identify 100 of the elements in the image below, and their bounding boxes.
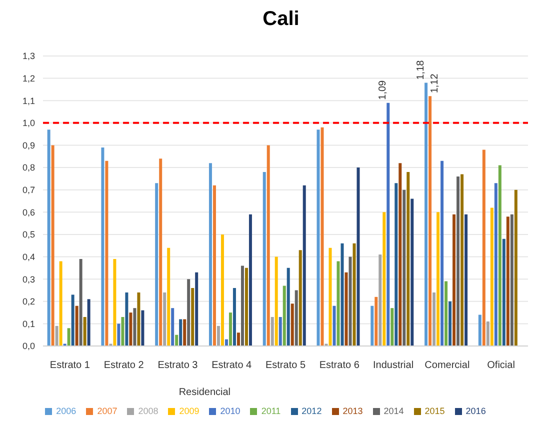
- chart-title: Cali: [262, 8, 300, 32]
- bar: [171, 308, 174, 346]
- bar: [187, 279, 190, 346]
- legend-label: 2015: [424, 406, 445, 416]
- bar: [274, 256, 278, 346]
- y-tick-label: 0,2: [22, 296, 35, 307]
- y-tick-label: 1,2: [22, 74, 35, 84]
- x-tick-label: Industrial: [372, 360, 414, 371]
- bar: [232, 288, 236, 346]
- bar: [394, 183, 398, 346]
- bar: [464, 214, 468, 346]
- bar: [344, 272, 348, 346]
- bar: [83, 317, 86, 346]
- bar: [352, 243, 356, 346]
- y-tick-label: 0,1: [22, 318, 35, 329]
- x-tick-label: Estrato 5: [265, 360, 306, 371]
- bar: [456, 176, 460, 346]
- bar: [55, 326, 58, 346]
- bar: [228, 312, 232, 346]
- y-tick-label: 0,0: [22, 341, 35, 352]
- bar: [374, 296, 378, 346]
- bar: [141, 310, 144, 346]
- bar: [216, 326, 220, 346]
- bar: [482, 150, 486, 346]
- bar: [386, 102, 390, 346]
- bar: [336, 261, 340, 346]
- bar: [191, 288, 194, 346]
- y-tick-label: 0,9: [22, 140, 35, 150]
- bar: [506, 216, 510, 346]
- bar: [244, 268, 248, 346]
- bar: [382, 212, 386, 346]
- bar: [236, 332, 240, 346]
- bar: [460, 174, 464, 346]
- legend-label: 2014: [384, 406, 404, 416]
- bar: [444, 281, 448, 346]
- bar: [424, 82, 428, 346]
- bar: [266, 145, 270, 346]
- y-tick-label: 0,6: [22, 207, 35, 218]
- y-tick-label: 1,0: [22, 118, 35, 128]
- bar: [494, 183, 498, 346]
- legend-label: 2011: [261, 406, 281, 416]
- y-tick-label: 1,1: [22, 96, 35, 106]
- bar: [270, 317, 274, 346]
- bar: [125, 292, 128, 346]
- bar: [514, 190, 518, 346]
- bar: [117, 324, 120, 346]
- bar: [248, 214, 252, 346]
- legend-label: 2006: [56, 406, 76, 416]
- bar: [51, 145, 54, 346]
- bar: [105, 160, 108, 346]
- legend-label: 2007: [97, 406, 118, 416]
- bar: [183, 319, 186, 346]
- y-tick-label: 0,7: [22, 185, 35, 196]
- bar: [410, 198, 414, 346]
- bar: [502, 238, 506, 346]
- bar: [320, 127, 324, 346]
- bar: [510, 214, 514, 346]
- bar: [440, 160, 444, 346]
- bar: [175, 334, 178, 346]
- bar: [240, 266, 244, 346]
- bar: [498, 165, 502, 346]
- bar: [75, 306, 78, 346]
- y-tick-label: 0,3: [22, 274, 35, 284]
- bar: [328, 248, 332, 346]
- bar: [179, 319, 182, 346]
- bar: [47, 130, 50, 346]
- bar: [398, 163, 402, 346]
- legend-label: 2010: [220, 406, 240, 416]
- bar: [282, 286, 286, 346]
- bar: [452, 214, 456, 346]
- bar: [432, 292, 436, 346]
- bar: [113, 259, 116, 346]
- x-tick-label: Oficial: [487, 360, 515, 371]
- bar: [195, 272, 198, 346]
- y-tick-label: 0,4: [22, 252, 35, 262]
- bar: [59, 261, 62, 346]
- bar: [167, 248, 170, 346]
- bar: [129, 312, 132, 346]
- data-label: 1,18: [416, 60, 427, 80]
- bar: [490, 208, 494, 346]
- legend-label: 2012: [302, 406, 322, 416]
- bar: [67, 328, 70, 346]
- bar: [340, 243, 344, 346]
- legend-label: 2009: [179, 406, 200, 416]
- bar: [155, 183, 158, 346]
- bar: [298, 250, 302, 346]
- bar: [436, 212, 440, 346]
- bar: [87, 299, 90, 346]
- bar: [220, 234, 224, 346]
- text: Residencial: [178, 387, 232, 398]
- bar: [348, 256, 352, 346]
- x-tick-label: Estrato 6: [319, 360, 360, 371]
- data-label: 1,12: [430, 73, 441, 94]
- bar: [332, 306, 336, 346]
- bar: [163, 292, 166, 346]
- bar: [208, 163, 212, 346]
- bar: [290, 304, 294, 346]
- x-tick-label: Comercial: [424, 360, 470, 371]
- bar: [402, 190, 406, 346]
- y-tick-label: 1,3: [22, 51, 35, 62]
